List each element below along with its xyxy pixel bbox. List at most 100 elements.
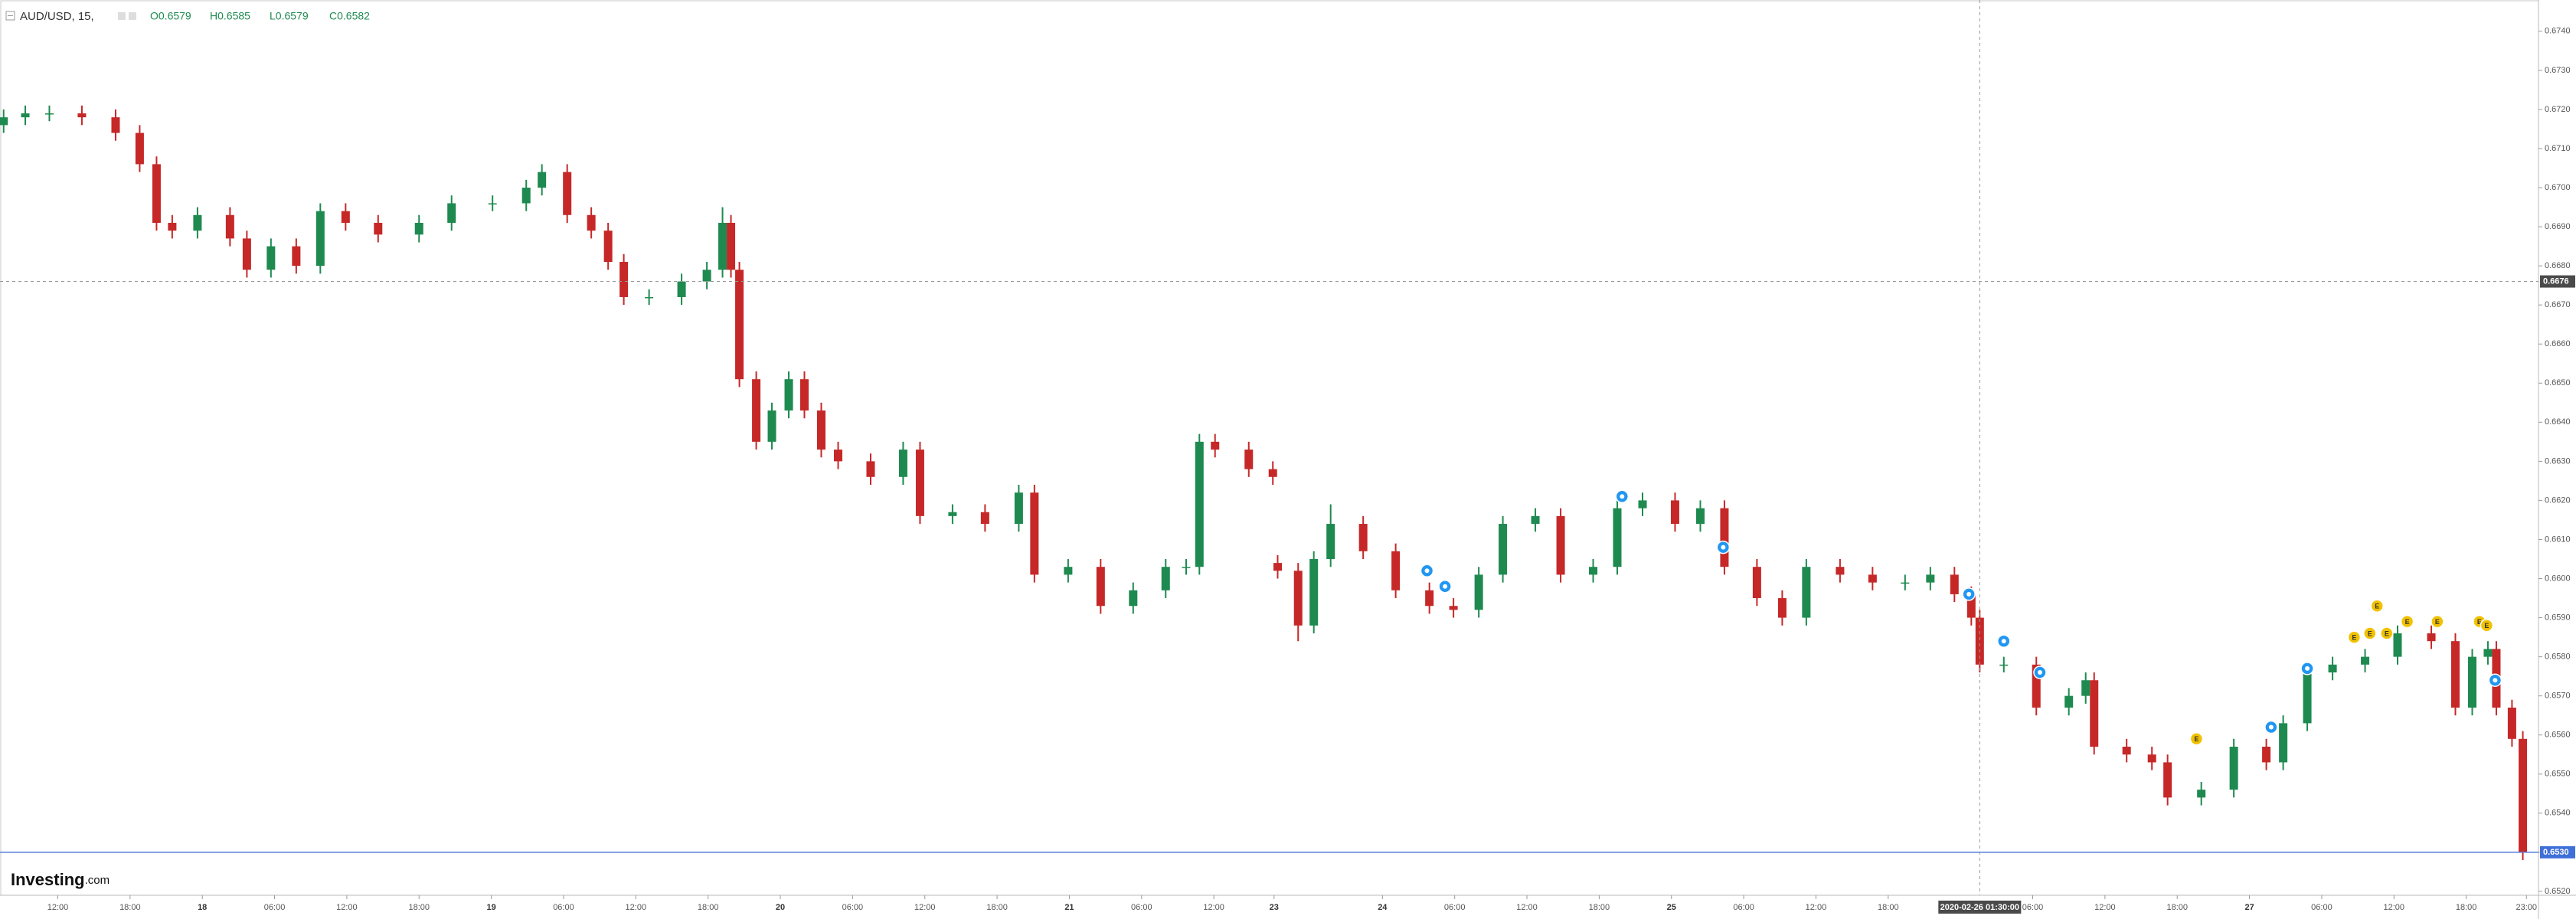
symbol: AUD/USD, 15, <box>20 10 94 23</box>
candle-body <box>414 222 423 235</box>
candle-body <box>1966 594 1976 618</box>
candle-body <box>2147 754 2156 763</box>
ohlc-value: O0.6579 <box>150 10 191 22</box>
candle-body <box>1064 567 1073 575</box>
candle-body <box>2303 672 2312 724</box>
x-tick-label: 12:00 <box>2384 903 2405 912</box>
candle-body <box>1182 567 1191 568</box>
candle-body <box>1358 524 1368 551</box>
candle-body <box>1499 524 1508 575</box>
collapse-icon[interactable] <box>5 11 15 21</box>
candle-body <box>2229 747 2238 790</box>
x-tick-label: 20 <box>776 903 785 912</box>
event-marker <box>2363 626 2377 640</box>
candle-body <box>77 113 87 118</box>
y-tick-label: 0.6720 <box>2545 105 2571 114</box>
candle-body <box>1868 574 1877 583</box>
candle-body <box>1391 551 1401 590</box>
candle-body <box>2450 641 2460 708</box>
y-tick-label: 0.6550 <box>2545 770 2571 779</box>
event-label: E <box>2352 633 2356 641</box>
candle-body <box>1695 508 1705 525</box>
candle-body <box>111 117 120 133</box>
event-label: E <box>2194 735 2198 743</box>
candle-body <box>2468 656 2477 708</box>
ohlc-value: H0.6585 <box>210 10 250 22</box>
candle-body <box>735 270 744 380</box>
x-tick-label: 12:00 <box>1806 903 1827 912</box>
candle-body <box>2197 790 2206 798</box>
last-price-box <box>2540 845 2575 858</box>
x-tick-label: 12:00 <box>1203 903 1224 912</box>
ohlc-value: L0.6579 <box>270 10 309 22</box>
x-tick-label: 12:00 <box>626 903 647 912</box>
candle-body <box>1556 515 1565 575</box>
event-marker <box>2347 630 2362 644</box>
candle-body <box>866 461 875 477</box>
candle-body <box>135 132 144 165</box>
event-dot <box>1443 584 1448 589</box>
x-tick-label: 06:00 <box>553 903 574 912</box>
candle-body <box>1268 469 1277 477</box>
x-tick-label: 12:00 <box>336 903 358 912</box>
candle-body <box>816 410 826 450</box>
event-dot <box>1424 568 1430 574</box>
y-tick-label: 0.6710 <box>2545 144 2571 153</box>
candle-body <box>1836 567 1845 575</box>
candle-body <box>752 379 761 442</box>
candle-body <box>225 214 234 239</box>
crosshair-time-box <box>1938 901 2022 914</box>
close-icon[interactable] <box>129 12 136 20</box>
event-dot <box>1620 494 1625 499</box>
candle-body <box>2519 738 2528 852</box>
candle-body <box>1975 617 1984 665</box>
event-label: E <box>2405 618 2410 626</box>
y-tick-label: 0.6640 <box>2545 417 2571 427</box>
candle-body <box>1161 567 1170 590</box>
candle-body <box>1901 582 1910 584</box>
x-tick-label: 18:00 <box>408 903 430 912</box>
candle-body <box>2122 747 2131 755</box>
ohlc-legend: O0.6579 H0.6585 L0.6579 C0.6582 <box>150 10 370 22</box>
candle-body <box>1926 574 1935 583</box>
candle-body <box>1293 571 1303 626</box>
x-tick-label: 19 <box>486 903 495 912</box>
event-dot <box>1721 545 1726 550</box>
x-tick-label: 23:00 <box>2516 903 2538 912</box>
event-dot <box>2305 666 2310 671</box>
event-label: E <box>2484 622 2489 630</box>
x-tick-label: 21 <box>1064 903 1074 912</box>
candle-body <box>619 262 629 297</box>
settings-icon[interactable] <box>118 12 126 20</box>
logo: Investing.com <box>11 870 110 889</box>
x-tick-label: 18:00 <box>698 903 719 912</box>
candle-body <box>784 379 793 411</box>
candle-body <box>1195 441 1204 567</box>
x-tick-label: 27 <box>2244 903 2254 912</box>
candle-body <box>1720 508 1729 567</box>
candle-body <box>44 113 54 115</box>
candle-body <box>193 214 202 231</box>
last-price-label: 0.6530 <box>2543 848 2569 857</box>
y-tick-label: 0.6580 <box>2545 652 2571 662</box>
candle-body <box>563 172 572 215</box>
y-tick-label: 0.6700 <box>2545 183 2571 192</box>
y-tick-label: 0.6590 <box>2545 613 2571 622</box>
crosshair-time-label: 2020-02-26 01:30:00 <box>1940 903 2019 912</box>
candle-body <box>341 211 350 223</box>
y-tick-label: 0.6610 <box>2545 535 2571 544</box>
y-tick-label: 0.6650 <box>2545 378 2571 388</box>
candle-body <box>767 410 776 442</box>
x-tick-label: 18:00 <box>1589 903 1610 912</box>
candle-body <box>645 296 654 299</box>
candle-body <box>799 379 809 411</box>
candle-body <box>374 222 383 235</box>
candle-body <box>21 113 30 118</box>
candle-body <box>266 246 276 270</box>
candle-body <box>2507 707 2516 739</box>
ohlc-value: C0.6582 <box>329 10 370 22</box>
y-tick-label: 0.6540 <box>2545 809 2571 818</box>
x-tick-label: 18:00 <box>1878 903 1899 912</box>
